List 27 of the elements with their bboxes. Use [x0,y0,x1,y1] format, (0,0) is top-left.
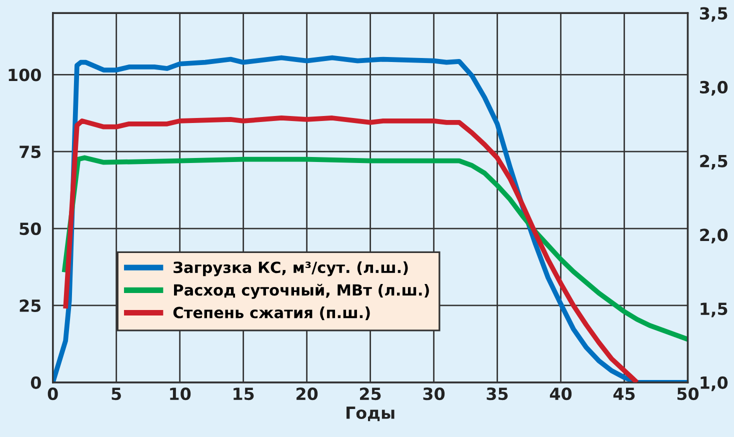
line-series [63,116,640,382]
y-tick-label: 50 [20,222,41,236]
y2-tick-label: 1,0 [700,376,728,392]
y-tick-label: 100 [8,68,41,82]
x-tick-label: 0 [48,388,58,400]
y2-tick-label: 2,5 [700,154,728,170]
legend-label: Загрузка КС, м³/сут. (л.ш.) [174,261,408,276]
x-tick-label: 10 [170,388,191,400]
legend-label: Степень сжатия (п.ш.) [173,306,370,320]
x-tick-label: 35 [486,388,508,400]
x-tick-label: 15 [234,388,254,400]
x-tick-label: 45 [613,388,635,400]
x-tick-label: 5 [112,388,121,400]
y-tick-label: 75 [20,146,41,158]
x-axis-title: Годы [346,406,394,422]
y-tick-label: 25 [20,299,41,312]
y2-tick-label: 3,5 [700,7,728,22]
x-tick-label: 25 [360,388,381,400]
x-tick-label: 50 [677,388,699,400]
y-tick-label: 0 [30,376,41,389]
x-tick-label: 20 [296,388,318,400]
y2-tick-label: 3,0 [700,80,728,96]
x-tick-label: 40 [550,388,572,400]
y2-tick-label: 2,0 [700,228,728,244]
x-tick-label: 30 [423,388,445,400]
y2-tick-label: 1,5 [700,302,728,318]
legend-label: Расход суточный, МВт (л.ш.) [174,284,429,299]
